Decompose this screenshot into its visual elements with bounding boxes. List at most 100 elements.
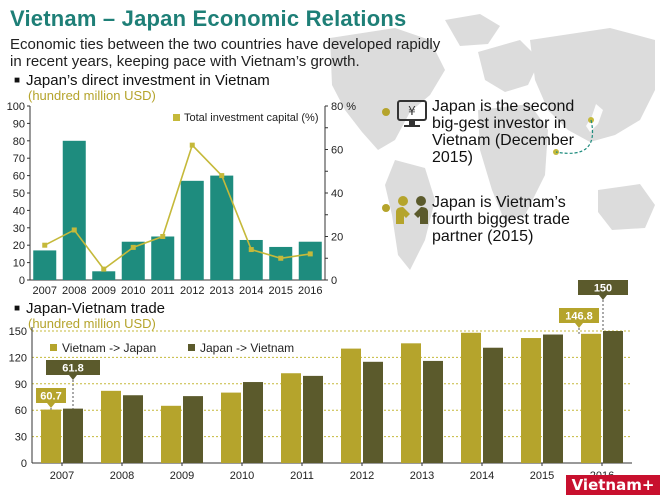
x-tick-label: 2014 <box>470 470 494 482</box>
investment-share-point <box>278 255 284 261</box>
x-tick-label: 2010 <box>121 285 145 297</box>
y2-tick-label: 0 <box>331 275 337 287</box>
y-tick-label: 80 <box>13 136 25 148</box>
investment-bar <box>151 236 175 280</box>
callout-2007-jv-box <box>46 360 100 375</box>
japan-to-vietnam-bar <box>603 331 623 463</box>
legend-label: Total investment capital (%) <box>184 112 319 124</box>
y2-tick-label: 60 <box>331 145 343 157</box>
vietnam-to-japan-bar <box>221 392 241 463</box>
y-tick-label: 50 <box>13 188 25 200</box>
investment-share-point <box>101 266 107 272</box>
investment-bar <box>269 246 293 280</box>
callout-2007-vj-pointer <box>47 403 55 408</box>
vietnam-to-japan-bar <box>161 405 181 463</box>
callout-2016-vj-box <box>559 308 599 323</box>
x-tick-label: 2007 <box>50 470 74 482</box>
fact-bullet-dot <box>382 108 390 116</box>
investment-unit: (hundred million USD) <box>28 88 156 103</box>
investment-share-point <box>160 234 166 239</box>
vietnam-to-japan-bar <box>521 338 541 463</box>
x-tick-label: 2013 <box>410 470 434 482</box>
y2-tick-label: 80 % <box>331 101 356 113</box>
y-tick-label: 150 <box>9 326 27 338</box>
japan-to-vietnam-bar <box>363 361 383 463</box>
investment-share-line <box>44 143 311 271</box>
fact-trade-partner-text: Japan is Vietnam’s fourth biggest trade … <box>432 194 570 245</box>
vietnamplus-logo: Vietnam+ <box>566 475 660 495</box>
y-tick-label: 30 <box>15 432 27 444</box>
trade-title-text: Japan-Vietnam trade <box>26 300 166 317</box>
legend-label: Japan -> Vietnam <box>200 341 294 355</box>
investment-share-point <box>130 244 136 250</box>
x-tick-label: 2015 <box>530 470 554 482</box>
japan-to-vietnam-bar <box>243 382 263 463</box>
callout-2016-vj-label: 146.8 <box>565 311 593 323</box>
monitor-yen-icon: ¥ <box>397 100 427 127</box>
investment-bar <box>239 239 263 280</box>
x-tick-label: 2014 <box>239 285 263 297</box>
y-tick-label: 0 <box>21 458 27 470</box>
page-title: Vietnam – Japan Economic Relations <box>10 6 407 31</box>
investment-section-title: ■ Japan’s direct investment in Vietnam <box>14 72 270 89</box>
vietnam-to-japan-bar <box>581 333 601 463</box>
y-tick-label: 0 <box>19 275 25 287</box>
fact-investor-text: Japan is the second big-gest investor in… <box>432 98 575 166</box>
y2-tick-label: 40 <box>331 188 343 200</box>
x-tick-label: 2011 <box>290 470 314 482</box>
vietnam-to-japan-bar <box>101 390 121 463</box>
y-tick-label: 90 <box>13 118 25 130</box>
y-tick-label: 40 <box>13 205 25 217</box>
legend-swatch <box>50 344 57 351</box>
legend-swatch <box>188 344 195 351</box>
x-tick-label: 2008 <box>110 470 134 482</box>
investment-bar <box>180 180 204 280</box>
vietnam-to-japan-bar <box>281 373 301 463</box>
x-tick-label: 2012 <box>180 285 204 297</box>
callout-2007-vj-box <box>36 388 66 403</box>
investment-share-point <box>71 227 77 233</box>
x-tick-label: 2010 <box>230 470 254 482</box>
handshake-people-icon <box>396 196 428 224</box>
x-tick-label: 2008 <box>62 285 86 297</box>
trade-unit: (hundred million USD) <box>28 316 156 331</box>
callout-2007-jv-label: 61.8 <box>62 363 83 375</box>
svg-text:¥: ¥ <box>408 104 416 118</box>
y-tick-label: 30 <box>13 223 25 235</box>
legend-label: Vietnam -> Japan <box>62 341 156 355</box>
x-tick-label: 2015 <box>269 285 293 297</box>
investment-bar <box>210 175 234 280</box>
x-tick-label: 2007 <box>33 285 57 297</box>
callout-2016-vj-pointer <box>575 323 583 328</box>
y-tick-label: 20 <box>13 240 25 252</box>
japan-to-vietnam-bar <box>183 396 203 463</box>
square-bullet-icon: ■ <box>14 303 21 314</box>
x-tick-label: 2012 <box>350 470 374 482</box>
investment-bar <box>298 241 322 280</box>
investment-share-point <box>189 142 195 148</box>
y-tick-label: 60 <box>13 171 25 183</box>
x-tick-label: 2009 <box>92 285 116 297</box>
japan-to-vietnam-bar <box>483 347 503 463</box>
investment-bar <box>62 140 86 280</box>
callout-2016-jv-pointer <box>599 295 607 300</box>
x-tick-label: 2011 <box>151 285 175 297</box>
investment-share-point <box>248 247 254 253</box>
vietnam-to-japan-bar <box>41 409 61 463</box>
investment-bar <box>92 271 116 280</box>
japan-to-vietnam-bar <box>423 360 443 463</box>
vietnam-to-japan-bar <box>401 343 421 463</box>
x-tick-label: 2009 <box>170 470 194 482</box>
y-tick-label: 70 <box>13 153 25 165</box>
japan-to-vietnam-bar <box>543 334 563 463</box>
vietnam-to-japan-bar <box>341 348 361 463</box>
x-tick-label: 2016 <box>298 285 322 297</box>
callout-2016-jv-label: 150 <box>594 283 612 295</box>
page-subtitle: Economic ties between the two countries … <box>10 36 441 70</box>
callout-2016-jv-box <box>578 280 628 295</box>
y2-tick-label: 20 <box>331 232 343 244</box>
japan-to-vietnam-bar <box>63 408 83 463</box>
